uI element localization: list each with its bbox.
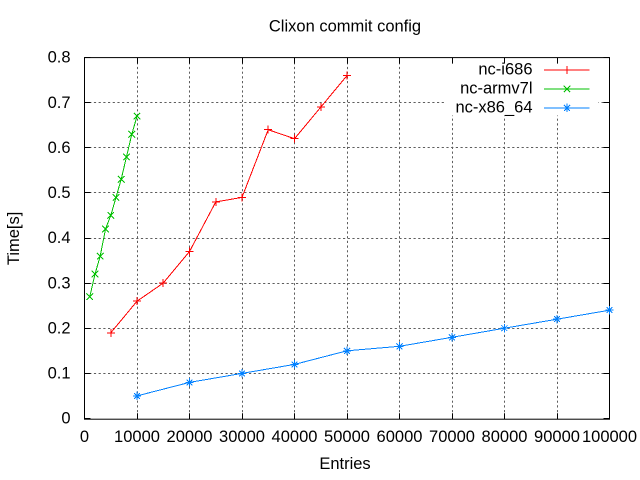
- svg-text:0.3: 0.3: [48, 274, 71, 292]
- svg-text:0: 0: [61, 410, 70, 428]
- svg-text:50000: 50000: [324, 428, 370, 446]
- svg-text:0.7: 0.7: [48, 94, 71, 112]
- svg-text:20000: 20000: [167, 428, 213, 446]
- svg-text:Entries: Entries: [319, 455, 370, 473]
- svg-text:60000: 60000: [377, 428, 423, 446]
- svg-text:70000: 70000: [429, 428, 475, 446]
- svg-text:90000: 90000: [534, 428, 580, 446]
- svg-text:nc-armv7l: nc-armv7l: [460, 80, 532, 98]
- svg-text:0.4: 0.4: [48, 229, 71, 247]
- svg-text:Clixon commit config: Clixon commit config: [269, 18, 421, 36]
- svg-text:0.5: 0.5: [48, 184, 71, 202]
- svg-text:nc-i686: nc-i686: [478, 61, 532, 79]
- svg-text:10000: 10000: [114, 428, 160, 446]
- svg-text:0.2: 0.2: [48, 319, 71, 337]
- svg-text:40000: 40000: [272, 428, 318, 446]
- svg-text:0: 0: [80, 428, 89, 446]
- svg-text:0.1: 0.1: [48, 365, 71, 383]
- svg-text:0.8: 0.8: [48, 49, 71, 67]
- svg-text:30000: 30000: [219, 428, 265, 446]
- svg-text:nc-x86_64: nc-x86_64: [455, 99, 532, 117]
- svg-text:100000: 100000: [582, 428, 637, 446]
- svg-text:Time[s]: Time[s]: [5, 212, 23, 265]
- svg-text:80000: 80000: [482, 428, 528, 446]
- svg-text:0.6: 0.6: [48, 139, 71, 157]
